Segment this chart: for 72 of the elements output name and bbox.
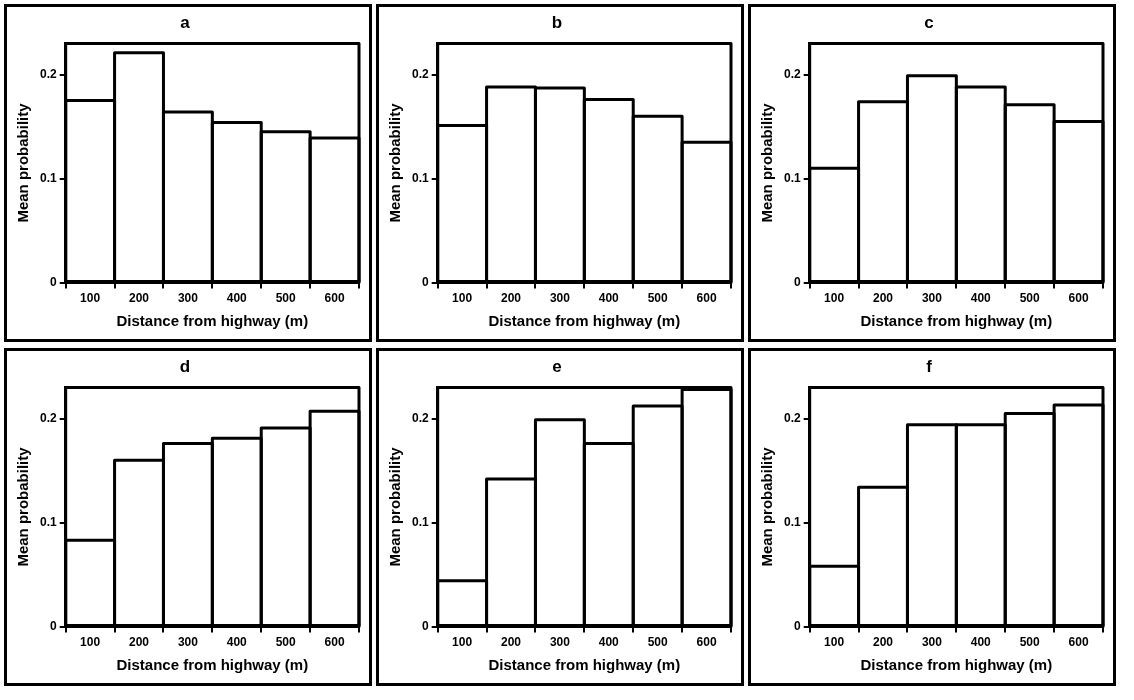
x-tick-label: 300 bbox=[177, 291, 199, 306]
x-tick-label: 600 bbox=[324, 291, 345, 306]
x-tick-label: 100 bbox=[452, 291, 473, 306]
x-tick-label: 500 bbox=[647, 291, 668, 306]
x-tick-label: 600 bbox=[696, 291, 717, 306]
x-axis-title: Distance from highway (m) bbox=[488, 312, 681, 330]
y-tick-label: 0.2 bbox=[39, 66, 57, 81]
x-tick-label: 400 bbox=[970, 291, 992, 306]
x-tick-label: 500 bbox=[1019, 291, 1040, 306]
x-tick-label: 200 bbox=[129, 291, 150, 306]
y-tick-label: 0 bbox=[421, 274, 429, 289]
x-tick-label: 300 bbox=[921, 291, 943, 306]
y-axis-title: Mean probability bbox=[758, 102, 776, 223]
x-tick-label: 200 bbox=[873, 291, 894, 306]
y-tick-label: 0.2 bbox=[411, 410, 429, 425]
x-tick-label: 200 bbox=[129, 635, 150, 650]
x-tick-label: 400 bbox=[226, 291, 248, 306]
x-tick-label: 600 bbox=[324, 635, 345, 650]
x-tick-label: 100 bbox=[80, 635, 101, 650]
y-tick-label: 0.1 bbox=[411, 514, 429, 529]
y-axis-title: Mean probability bbox=[14, 446, 32, 567]
y-axis-title: Mean probability bbox=[386, 446, 404, 567]
x-tick-label: 300 bbox=[921, 635, 943, 650]
x-axis-title: Distance from highway (m) bbox=[116, 312, 309, 330]
chart-title: d bbox=[179, 356, 191, 376]
y-tick-label: 0.1 bbox=[411, 170, 429, 185]
y-tick-label: 0.2 bbox=[39, 410, 57, 425]
x-tick-label: 200 bbox=[501, 635, 522, 650]
x-tick-label: 400 bbox=[970, 635, 992, 650]
x-tick-label: 500 bbox=[275, 291, 296, 306]
y-tick-label: 0 bbox=[49, 618, 57, 633]
y-tick-label: 0 bbox=[793, 274, 801, 289]
x-tick-label: 600 bbox=[1068, 635, 1089, 650]
y-axis-title: Mean probability bbox=[14, 102, 32, 223]
x-axis-title: Distance from highway (m) bbox=[860, 656, 1053, 674]
y-axis-title: Mean probability bbox=[386, 102, 404, 223]
x-tick-label: 100 bbox=[452, 635, 473, 650]
y-tick-label: 0 bbox=[421, 618, 429, 633]
y-tick-label: 0.1 bbox=[39, 514, 57, 529]
x-tick-label: 300 bbox=[549, 291, 571, 306]
y-tick-label: 0.1 bbox=[39, 170, 57, 185]
x-tick-label: 500 bbox=[1019, 635, 1040, 650]
chart-title: b bbox=[551, 12, 563, 32]
y-tick-label: 0.2 bbox=[783, 66, 801, 81]
y-tick-label: 0 bbox=[793, 618, 801, 633]
chart-title: c bbox=[924, 12, 934, 32]
x-axis-title: Distance from highway (m) bbox=[860, 312, 1053, 330]
chart-title: e bbox=[552, 356, 562, 376]
x-tick-label: 200 bbox=[501, 291, 522, 306]
x-tick-label: 400 bbox=[226, 635, 248, 650]
x-tick-label: 500 bbox=[275, 635, 296, 650]
x-tick-label: 300 bbox=[177, 635, 199, 650]
chart-title: a bbox=[180, 12, 191, 32]
x-axis-title: Distance from highway (m) bbox=[116, 656, 309, 674]
y-axis-title: Mean probability bbox=[758, 446, 776, 567]
y-tick-label: 0.2 bbox=[411, 66, 429, 81]
y-tick-label: 0 bbox=[49, 274, 57, 289]
x-tick-label: 400 bbox=[598, 635, 620, 650]
x-tick-label: 100 bbox=[824, 291, 845, 306]
x-tick-label: 400 bbox=[598, 291, 620, 306]
x-axis-title: Distance from highway (m) bbox=[488, 656, 681, 674]
chart-title: f bbox=[926, 356, 933, 376]
x-tick-label: 100 bbox=[80, 291, 101, 306]
x-tick-label: 300 bbox=[549, 635, 571, 650]
y-tick-label: 0.1 bbox=[783, 514, 801, 529]
x-tick-label: 600 bbox=[696, 635, 717, 650]
y-tick-label: 0.2 bbox=[783, 410, 801, 425]
x-tick-label: 600 bbox=[1068, 291, 1089, 306]
x-tick-label: 100 bbox=[824, 635, 845, 650]
y-tick-label: 0.1 bbox=[783, 170, 801, 185]
x-tick-label: 200 bbox=[873, 635, 894, 650]
x-tick-label: 500 bbox=[647, 635, 668, 650]
